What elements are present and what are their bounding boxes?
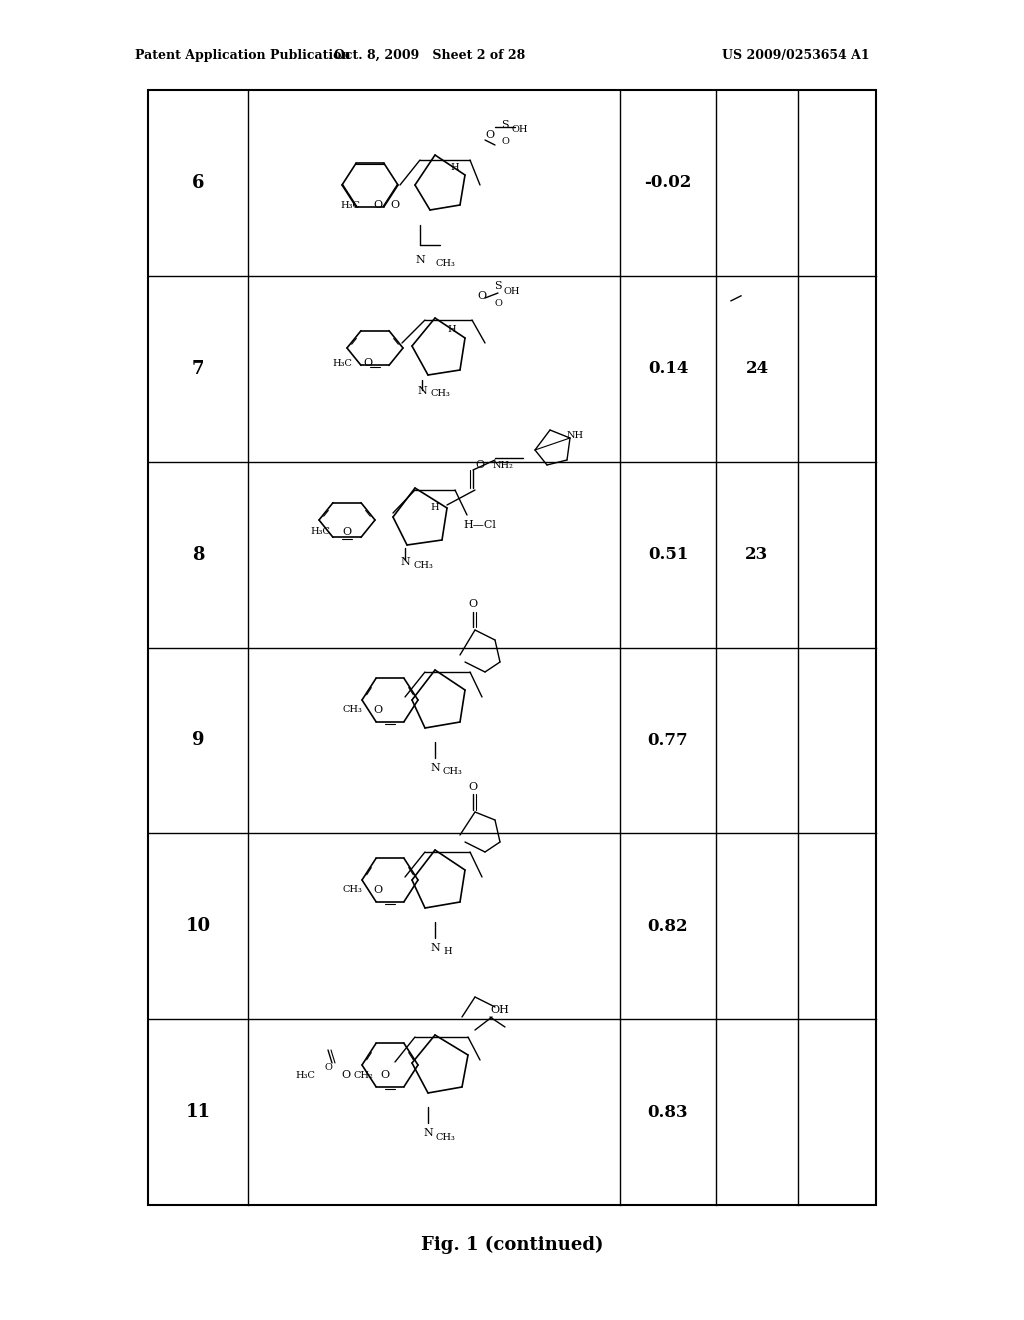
Text: O: O <box>501 137 509 147</box>
Text: O: O <box>364 358 373 368</box>
Text: 0.51: 0.51 <box>648 546 688 564</box>
Text: O: O <box>374 884 383 895</box>
Text: H: H <box>451 162 460 172</box>
Text: H₃C: H₃C <box>295 1071 315 1080</box>
Text: Fig. 1 (continued): Fig. 1 (continued) <box>421 1236 603 1254</box>
Text: H: H <box>447 326 457 334</box>
Text: CH₃: CH₃ <box>435 259 455 268</box>
Text: 9: 9 <box>191 731 204 750</box>
Text: N: N <box>417 385 427 396</box>
Text: US 2009/0253654 A1: US 2009/0253654 A1 <box>722 49 870 62</box>
Text: N: N <box>400 557 410 568</box>
Text: H: H <box>431 503 439 512</box>
Text: 0.14: 0.14 <box>648 360 688 378</box>
Bar <box>148 90 876 1205</box>
Text: O: O <box>341 1071 350 1080</box>
Text: 0.83: 0.83 <box>648 1104 688 1121</box>
Text: O: O <box>494 298 502 308</box>
Text: NH₂: NH₂ <box>493 461 513 470</box>
Text: NH: NH <box>566 430 584 440</box>
Text: CH₃: CH₃ <box>413 561 433 569</box>
Text: 24: 24 <box>745 360 769 378</box>
Text: 23: 23 <box>745 546 769 564</box>
Text: H: H <box>443 948 453 957</box>
Text: N: N <box>430 942 440 953</box>
Text: Patent Application Publication: Patent Application Publication <box>135 49 350 62</box>
Text: 0.82: 0.82 <box>648 917 688 935</box>
Text: CH₃: CH₃ <box>430 389 450 399</box>
Text: S: S <box>495 281 502 290</box>
Text: O: O <box>342 527 351 537</box>
Text: O: O <box>485 129 495 140</box>
Text: OH: OH <box>490 1005 509 1015</box>
Text: N: N <box>415 255 425 265</box>
Text: N: N <box>430 763 440 774</box>
Text: 7: 7 <box>191 360 204 378</box>
Text: N: N <box>423 1129 433 1138</box>
Text: O: O <box>477 290 486 301</box>
Text: H—Cl: H—Cl <box>464 520 497 531</box>
Text: O: O <box>374 705 383 715</box>
Text: -0.02: -0.02 <box>644 174 691 191</box>
Text: O: O <box>374 201 383 210</box>
Text: Oct. 8, 2009   Sheet 2 of 28: Oct. 8, 2009 Sheet 2 of 28 <box>335 49 525 62</box>
Text: CH₃: CH₃ <box>342 886 361 895</box>
Text: 6: 6 <box>191 174 204 191</box>
Text: CH₃: CH₃ <box>442 767 462 776</box>
Text: OH: OH <box>504 286 520 296</box>
Text: H₃C: H₃C <box>340 201 360 210</box>
Text: CH₃: CH₃ <box>342 705 361 714</box>
Text: S: S <box>501 120 509 129</box>
Text: CH₃: CH₃ <box>435 1133 455 1142</box>
Text: O: O <box>324 1064 332 1072</box>
Text: 10: 10 <box>185 917 211 936</box>
Text: O: O <box>468 599 477 609</box>
Text: O: O <box>475 459 484 470</box>
Text: OH: OH <box>512 125 528 135</box>
Text: O: O <box>390 201 399 210</box>
Text: CH₂: CH₂ <box>353 1071 373 1080</box>
Text: 0.77: 0.77 <box>648 731 688 748</box>
Text: H₃C: H₃C <box>310 528 330 536</box>
Text: 8: 8 <box>191 545 204 564</box>
Text: O: O <box>381 1071 389 1080</box>
Text: 11: 11 <box>185 1104 211 1121</box>
Text: H₃C: H₃C <box>332 359 352 367</box>
Text: O: O <box>468 781 477 792</box>
